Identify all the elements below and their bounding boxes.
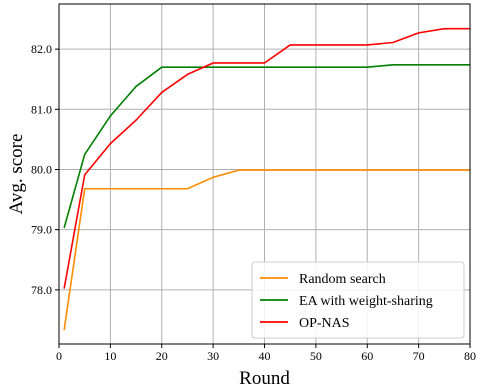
- x-tick-label: 60: [361, 349, 373, 363]
- y-tick-label: 81.0: [31, 102, 52, 116]
- x-tick-label: 0: [56, 349, 62, 363]
- legend: Random search EA with weight-sharing OP-NA…: [251, 261, 465, 339]
- x-tick-label: 30: [207, 349, 219, 363]
- y-tick-label: 79.0: [31, 223, 52, 237]
- legend-label-ea-with-weight-sharing: EA with weight-sharing: [299, 294, 433, 309]
- x-tick-label: 20: [156, 349, 168, 363]
- series-line-random-search: [63, 169, 470, 331]
- y-tick-label: 78.0: [31, 283, 52, 297]
- x-tick-label: 80: [464, 349, 476, 363]
- x-tick-label: 40: [259, 349, 271, 363]
- x-tick-label: 10: [104, 349, 116, 363]
- legend-label-op-nas: OP-NAS: [299, 316, 350, 331]
- y-tick-label: 80.0: [31, 162, 52, 176]
- y-tick-label: 82.0: [31, 42, 52, 56]
- series-line-op-nas: [63, 27, 470, 289]
- ticks: 0 10 20 30 40 50 60 70 80 78.0 79.0 80.0 81.0 82.0: [31, 42, 476, 363]
- legend-box: [251, 261, 465, 339]
- series-layer: [63, 27, 470, 331]
- grid: [58, 4, 471, 344]
- x-axis-label: Round: [239, 368, 290, 387]
- series-line-ea-with-weight-sharing: [63, 63, 470, 229]
- y-axis-label: Avg. score: [6, 134, 27, 215]
- x-tick-label: 50: [310, 349, 322, 363]
- x-tick-label: 70: [413, 349, 425, 363]
- legend-label-random-search: Random search: [299, 272, 386, 287]
